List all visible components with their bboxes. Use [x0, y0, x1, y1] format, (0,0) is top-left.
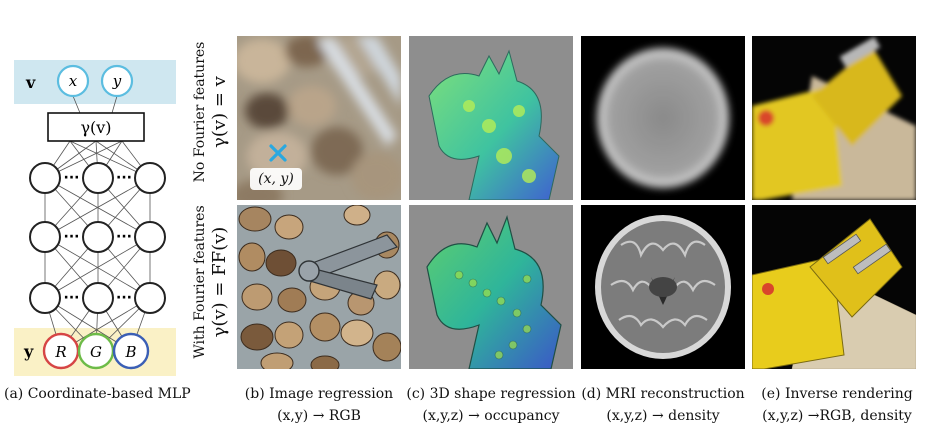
panel-mri-no-ff	[581, 36, 745, 200]
hidden-node	[82, 221, 114, 253]
hidden-node	[82, 162, 114, 194]
ellipsis-dots: ···	[64, 170, 80, 186]
caption-d-mapping: (x,y,z) → density	[606, 408, 720, 424]
panel-inverse-rendering-no-ff	[752, 36, 916, 200]
caption-c: (c) 3D shape regression (x,y,z) → occupa…	[405, 385, 577, 425]
caption-d: (d) MRI reconstruction (x,y,z) → density	[577, 385, 749, 425]
hidden-node	[29, 282, 61, 314]
ellipsis-dots: ···	[116, 290, 132, 306]
caption-c-mapping: (x,y,z) → occupancy	[422, 408, 560, 424]
hidden-node	[134, 282, 166, 314]
caption-b-mapping: (x,y) → RGB	[277, 408, 361, 424]
ellipsis-dots: ···	[64, 229, 80, 245]
input-node-x-label: x	[69, 72, 78, 90]
row-label-top-line1: No Fourier features	[192, 41, 208, 183]
input-node-x	[56, 64, 90, 98]
caption-b-title: (b) Image regression	[244, 386, 394, 402]
hidden-node	[134, 221, 166, 253]
output-node-r-label: R	[54, 343, 66, 361]
input-node-y-label: y	[112, 72, 122, 90]
mlp-diagram: γ(v) ··· ··· ··· ··· ··· ··· v x y y R G B	[14, 60, 176, 376]
caption-a: (a) Coordinate-based MLP	[4, 386, 191, 402]
coordinate-marker	[269, 144, 287, 162]
mapping-box-label: γ(v)	[80, 118, 111, 137]
caption-e: (e) Inverse rendering (x,y,z) →RGB, dens…	[748, 385, 926, 425]
caption-e-mapping: (x,y,z) →RGB, density	[762, 408, 912, 424]
input-node-y	[100, 64, 134, 98]
row-label-bottom-line1: With Fourier features	[192, 205, 208, 359]
hidden-node	[29, 162, 61, 194]
row-label-top: No Fourier features γ(v) = v	[190, 34, 230, 190]
panel-shape-regression-with-ff	[409, 205, 573, 369]
hidden-node	[29, 221, 61, 253]
coordinate-marker-label: (x, y)	[250, 168, 302, 190]
ellipsis-dots: ···	[116, 170, 132, 186]
caption-d-title: (d) MRI reconstruction	[581, 386, 745, 402]
row-label-bottom-line2: γ(v) = FF(v)	[209, 226, 230, 338]
input-label: v	[25, 73, 36, 92]
panel-image-regression-with-ff	[237, 205, 401, 369]
caption-e-title: (e) Inverse rendering	[761, 386, 913, 402]
ellipsis-dots: ···	[64, 290, 80, 306]
hidden-node	[134, 162, 166, 194]
ellipsis-dots: ···	[116, 229, 132, 245]
output-label: y	[23, 342, 34, 361]
row-label-bottom: With Fourier features γ(v) = FF(v)	[190, 200, 230, 364]
hidden-node	[82, 282, 114, 314]
caption-c-title: (c) 3D shape regression	[406, 386, 576, 402]
panel-shape-regression-no-ff	[409, 36, 573, 200]
output-node-g-label: G	[90, 343, 102, 361]
output-node-b-label: B	[124, 343, 136, 361]
caption-b: (b) Image regression (x,y) → RGB	[233, 385, 405, 425]
panel-inverse-rendering-with-ff	[752, 205, 916, 369]
row-label-top-line2: γ(v) = v	[209, 76, 230, 148]
panel-mri-with-ff	[581, 205, 745, 369]
hidden-layers: ··· ··· ··· ··· ··· ···	[29, 162, 166, 314]
output-node-b	[112, 332, 150, 370]
mapping-box	[47, 112, 145, 142]
input-band	[14, 60, 176, 104]
